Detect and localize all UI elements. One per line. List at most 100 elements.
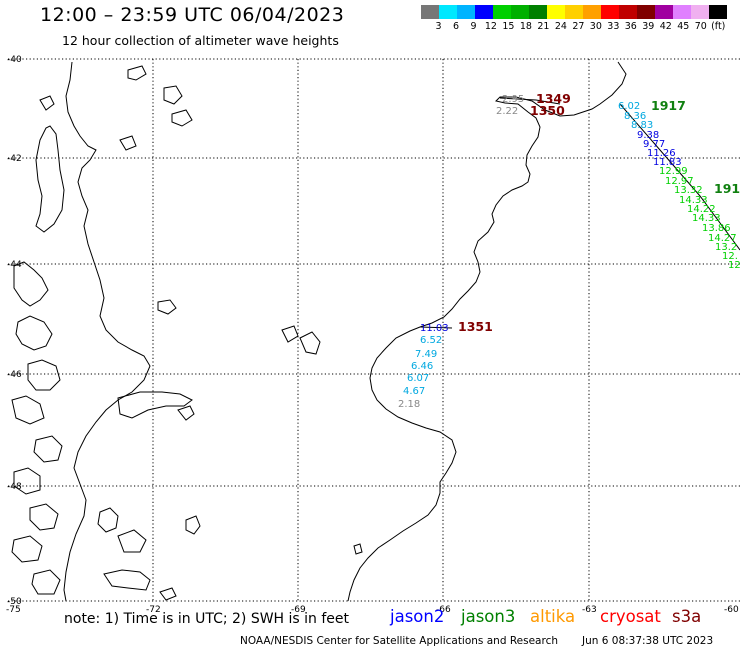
satellite-tracks: [419, 97, 740, 329]
wave-height-value: 2.95: [502, 94, 524, 105]
pass-time-label: 1918: [714, 181, 740, 196]
satellite-legend-s3a: s3a: [672, 607, 702, 626]
lat-label-42: -42: [7, 154, 22, 164]
wave-height-value: 6.07: [407, 373, 429, 384]
colorbar-swatch: [601, 5, 619, 19]
lake-buenos-aires-east: [97, 507, 119, 533]
wave-height-value: 11.26: [647, 148, 676, 159]
lon-label-75: -75: [6, 605, 21, 615]
colorbar-swatch: [529, 5, 547, 19]
pass-time-label: 1349: [536, 91, 571, 106]
colorbar-label: 36: [624, 21, 637, 32]
lake-small-9: [353, 543, 363, 555]
wave-height-value: 7.49: [415, 349, 437, 360]
colorbar-label: 15: [502, 21, 515, 32]
colorbar-label: 18: [519, 21, 532, 32]
lon-label-66: -66: [436, 605, 451, 615]
pass-time-label: 1351: [458, 319, 493, 334]
colorbar-label: 45: [677, 21, 690, 32]
wave-height-value: 13.2: [715, 242, 737, 253]
colorbar-swatch: [439, 5, 457, 19]
units-note: note: 1) Time is in UTC; 2) SWH is in fe…: [64, 611, 350, 627]
lat-label-46: -46: [7, 370, 22, 380]
lake-small-7: [159, 587, 177, 601]
coastline-andes-west: [63, 61, 151, 602]
lake-musters: [299, 331, 321, 355]
lake-small-4: [157, 299, 177, 315]
wave-height-value: 12.: [722, 251, 738, 262]
lat-label-50: -50: [7, 597, 22, 607]
satellite-legend-jason3: jason3: [461, 607, 516, 626]
lake-small-2: [171, 109, 193, 127]
lon-label-72: -72: [146, 605, 161, 615]
colorbar-label: 21: [537, 21, 550, 32]
lat-label-48: -48: [7, 482, 22, 492]
colorbar-label: 27: [572, 21, 585, 32]
generated-timestamp: Jun 6 08:37:38 UTC 2023: [582, 635, 714, 647]
colorbar-swatch: [655, 5, 673, 19]
satellite-legend-altika: altika: [530, 607, 576, 626]
colorbar-label: 24: [554, 21, 567, 32]
lake-colhue-huapi: [281, 325, 299, 343]
lake-small-1: [163, 85, 183, 105]
wave-height-value: 11.83: [653, 157, 682, 168]
chonos-archipelago: [11, 261, 63, 595]
wave-height-value: 14.33: [692, 213, 721, 224]
colorbar-swatch: [475, 5, 493, 19]
lon-label-69: -69: [291, 605, 306, 615]
chiloe-island: [35, 125, 65, 233]
colorbar-swatch: [565, 5, 583, 19]
wave-height-value: 12.99: [659, 166, 688, 177]
wave-height-value: 12: [728, 260, 740, 271]
lon-label-63: -63: [582, 605, 597, 615]
satellite-legend-jason2: jason2: [390, 607, 445, 626]
pass-time-label: 1917: [651, 98, 686, 113]
wave-height-value: 13.32: [674, 185, 703, 196]
wave-height-value: 6.52: [420, 335, 442, 346]
colorbar-swatch: [619, 5, 637, 19]
lake-viedma: [103, 569, 151, 591]
lake-general-carrera: [117, 391, 193, 419]
colorbar-labels: 3 6 9 12 15 18 21 24 27 30 33 36 39 42 45 70 (ft): [421, 21, 727, 32]
colorbar-swatch: [637, 5, 655, 19]
wave-height-value: 8.83: [631, 120, 653, 131]
colorbar-label: 9: [470, 21, 477, 32]
wave-height-values: 2.95 2.22 6.02 8.36 8.83 9.38 9.77 11.26…: [398, 94, 740, 410]
coastline-atlantic: [347, 61, 627, 602]
wave-height-value: 6.02: [618, 101, 640, 112]
colorbar-swatch: [691, 5, 709, 19]
colorbar-label: 70: [694, 21, 707, 32]
lake-nahuel-huapi: [127, 65, 147, 81]
map-title: 12:00 – 23:59 UTC 06/04/2023: [40, 4, 345, 26]
lake-small-5: [177, 405, 195, 421]
colorbar-swatch: [547, 5, 565, 19]
track-1350: [499, 97, 561, 105]
wave-height-value: 2.22: [496, 106, 518, 117]
colorbar-label: (ft): [711, 21, 726, 32]
coastline: [11, 61, 627, 602]
colorbar-swatch: [493, 5, 511, 19]
satellite-legend-cryosat: cryosat: [600, 607, 661, 626]
wave-height-value: 9.38: [637, 130, 659, 141]
pass-time-label: 1350: [530, 103, 565, 118]
lake-small-6: [185, 515, 201, 535]
wave-height-value: 2.18: [398, 399, 420, 410]
wave-height-colorbar: [421, 5, 727, 19]
track-1351: [419, 326, 453, 329]
wave-height-value: 8.36: [624, 111, 646, 122]
track-1917: [619, 103, 740, 251]
colorbar-swatch: [421, 5, 439, 19]
colorbar-swatch: [673, 5, 691, 19]
wave-height-value: 14.27: [708, 233, 737, 244]
credit-line: NOAA/NESDIS Center for Satellite Applica…: [240, 635, 558, 647]
colorbar-swatch: [457, 5, 475, 19]
colorbar-label: 6: [452, 21, 459, 32]
colorbar-label: 12: [484, 21, 497, 32]
wave-height-value: 4.67: [403, 386, 425, 397]
colorbar-swatch: [511, 5, 529, 19]
wave-height-value: 12.97: [665, 176, 694, 187]
wave-height-value: 13.86: [702, 223, 731, 234]
graticule: [8, 58, 740, 602]
lat-label-40: -40: [7, 55, 22, 65]
